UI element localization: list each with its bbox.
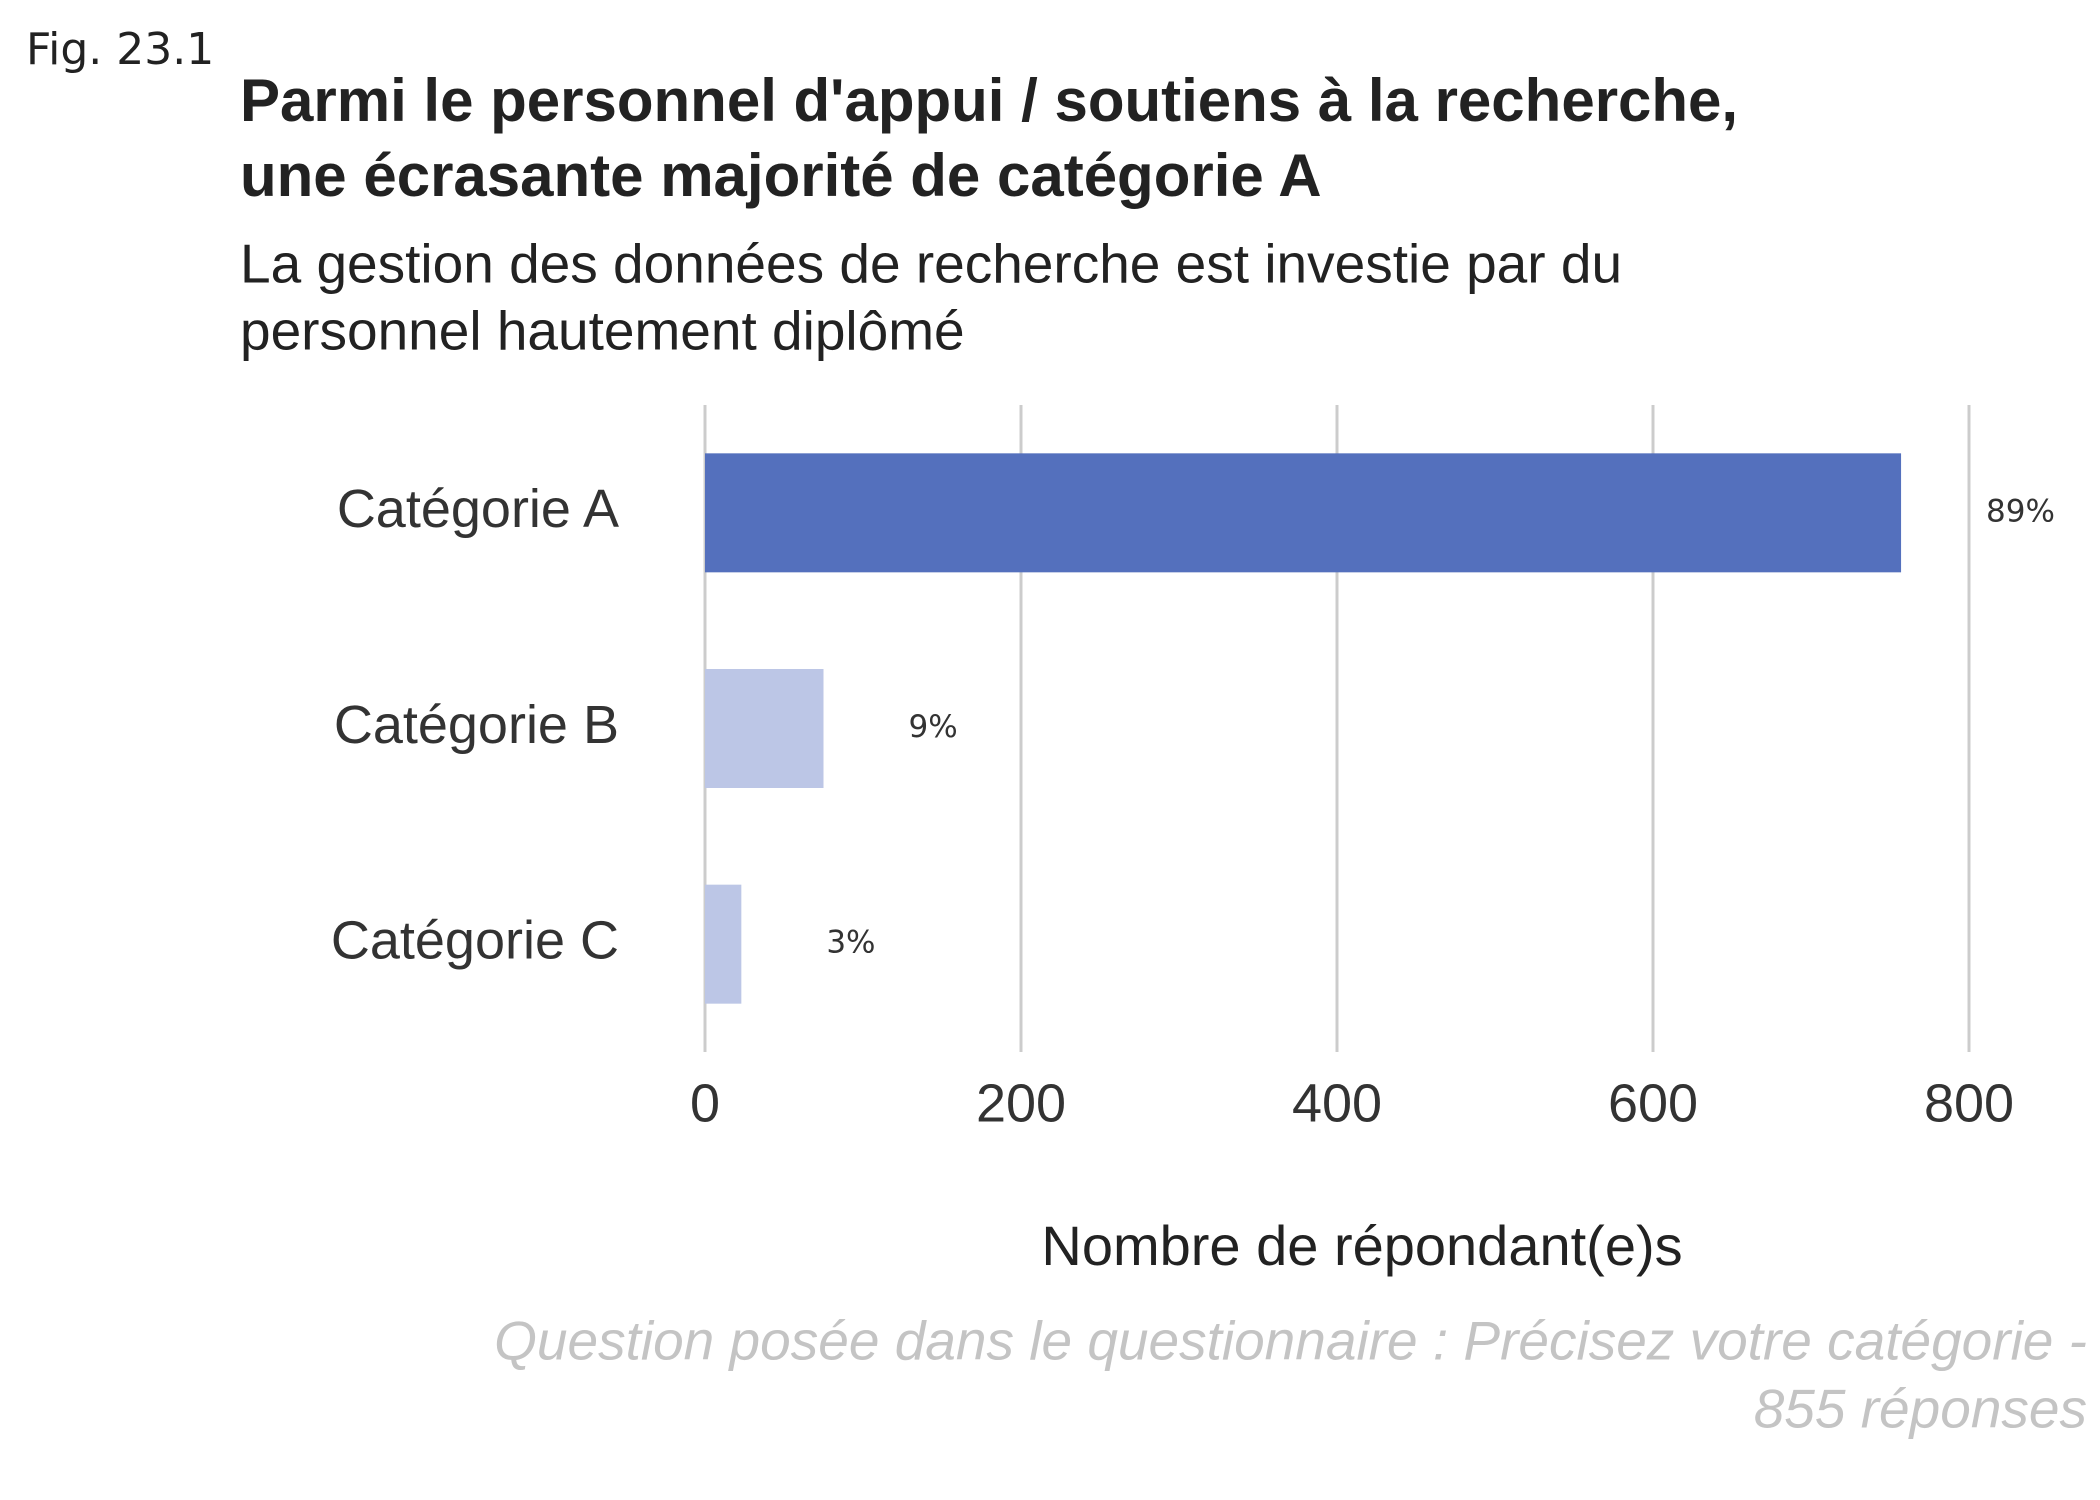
bar xyxy=(705,453,1902,573)
bar xyxy=(705,669,824,788)
value-label: 89% xyxy=(1986,493,2055,529)
figure-label: Fig. 23.1 xyxy=(26,24,214,75)
x-tick-label: 200 xyxy=(976,1073,1066,1133)
y-tick-label: Catégorie B xyxy=(334,695,619,755)
x-tick-label: 400 xyxy=(1292,1073,1382,1133)
x-tick-label: 800 xyxy=(1924,1073,2014,1133)
chart-subtitle: personnel hautement diplômé xyxy=(240,300,965,362)
x-axis-title: Nombre de répondant(e)s xyxy=(1041,1214,1682,1277)
x-tick-label: 600 xyxy=(1608,1073,1698,1133)
y-tick-label: Catégorie A xyxy=(337,479,619,539)
caption: 855 réponses xyxy=(1754,1378,2087,1440)
bar xyxy=(705,884,742,1004)
caption: Question posée dans le questionnaire : P… xyxy=(494,1310,2087,1372)
chart-title: Parmi le personnel d'appui / soutiens à … xyxy=(240,67,1738,134)
y-tick-label: Catégorie C xyxy=(331,910,619,970)
value-label: 3% xyxy=(826,925,875,961)
chart-subtitle: La gestion des données de recherche est … xyxy=(240,233,1622,295)
x-tick-label: 0 xyxy=(690,1073,720,1133)
chart-title: une écrasante majorité de catégorie A xyxy=(240,142,1322,209)
value-label: 9% xyxy=(909,709,958,745)
